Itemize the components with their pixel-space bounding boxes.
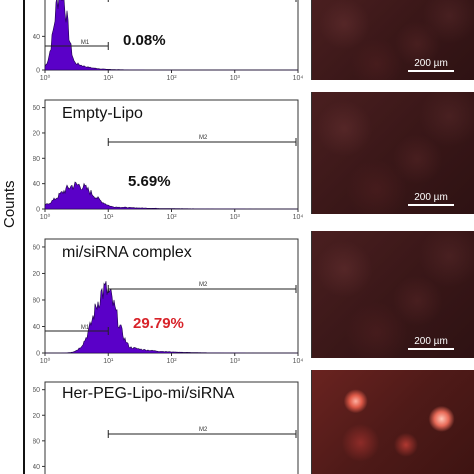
micrograph-4 — [311, 370, 474, 474]
x-tick-label: 10⁰ — [40, 74, 51, 82]
y-tick-label: 40 — [33, 464, 40, 471]
histogram-plot-3: 0 40 80 120 160 10⁰ 10¹ 10² 10³ 10⁴ M2 M1 — [33, 238, 303, 365]
y-tick-label: 0 — [36, 207, 40, 214]
y-tick-label: 160 — [33, 244, 40, 251]
y-axis-brace — [15, 0, 25, 474]
y-tick-label: 80 — [33, 297, 40, 304]
histogram-panel-3: 0 40 80 120 160 10⁰ 10¹ 10² 10³ 10⁴ M2 M1 mi/siRNA … — [33, 231, 303, 365]
x-tick-label: 10⁴ — [293, 358, 303, 365]
histogram-area — [44, 181, 298, 210]
plot-frame — [44, 381, 299, 474]
histogram-plot-2: 0 40 80 120 160 10⁰ 10¹ 10² 10³ 10⁴ M2 — [33, 99, 303, 220]
histogram-panel-2: 0408012016010⁰10¹10²10³10⁴M2 Empty-Lipo … — [33, 92, 303, 220]
sample-label-3: mi/siRNA complex — [62, 244, 192, 261]
x-tick-label: 10² — [166, 358, 177, 365]
x-tick-label: 10¹ — [103, 214, 114, 220]
scale-label-2: 200 µm — [414, 192, 448, 203]
histogram-panel-1: 04010⁰10¹10²10³10⁴M2M1 0.08% — [33, 0, 303, 82]
x-tick-label: 10⁴ — [293, 214, 303, 220]
scale-label-1: 200 µm — [414, 58, 448, 69]
y-tick-label: 0 — [36, 351, 40, 358]
y-tick-label: 40 — [33, 34, 40, 41]
sample-label-2: Empty-Lipo — [62, 105, 143, 122]
y-tick-label: 160 — [33, 105, 40, 112]
sample-label-4: Her-PEG-Lipo-mi/siRNA — [62, 385, 235, 402]
y-tick-label: 120 — [33, 413, 40, 420]
x-tick-label: 10⁴ — [293, 75, 303, 82]
m2-label: M2 — [199, 427, 208, 433]
y-tick-label: 80 — [33, 156, 40, 163]
micrograph-3: 200 µm — [311, 231, 474, 358]
micrograph-2: 200 µm — [311, 92, 474, 214]
x-tick-label: 10² — [166, 75, 177, 82]
x-tick-label: 10² — [166, 214, 177, 220]
scale-bar-1 — [408, 70, 454, 72]
m1-label: M1 — [81, 325, 90, 331]
x-tick-label: 10⁰ — [40, 357, 51, 365]
y-tick-label: 80 — [33, 438, 40, 445]
histogram-plot-1: 04010⁰10¹10²10³10⁴M2M1 — [33, 0, 303, 82]
m2-label: M2 — [199, 135, 208, 141]
y-tick-label: 120 — [33, 130, 40, 137]
y-tick-label: 120 — [33, 271, 40, 278]
scale-label-3: 200 µm — [414, 336, 448, 347]
micrograph-1: 200 µm — [311, 0, 474, 80]
y-tick-label: 40 — [33, 324, 40, 331]
x-tick-label: 10³ — [230, 358, 241, 365]
scale-bar-3 — [408, 348, 454, 350]
y-tick-label: 0 — [36, 68, 40, 75]
x-tick-label: 10¹ — [103, 358, 114, 365]
x-tick-label: 10⁰ — [40, 213, 51, 220]
y-tick-label: 40 — [33, 181, 40, 188]
x-tick-label: 10³ — [230, 75, 241, 82]
m1-label: M1 — [81, 40, 90, 46]
scale-bar-2 — [408, 204, 454, 206]
x-tick-label: 10¹ — [103, 75, 114, 82]
histogram-panel-4: 40 80 120 160 M2 Her-PEG-Lipo-mi/siRNA — [33, 374, 303, 474]
plot-frame — [44, 0, 299, 71]
m2-label: M2 — [199, 282, 208, 288]
percent-label-1: 0.08% — [123, 32, 166, 49]
x-tick-label: 10³ — [230, 214, 241, 220]
histogram-area — [45, 281, 298, 354]
histogram-area — [44, 0, 298, 71]
histogram-plot-4: 40 80 120 160 M2 — [33, 381, 299, 474]
percent-label-2: 5.69% — [128, 173, 171, 190]
y-tick-label: 160 — [33, 387, 40, 394]
percent-label-3: 29.79% — [133, 315, 184, 332]
